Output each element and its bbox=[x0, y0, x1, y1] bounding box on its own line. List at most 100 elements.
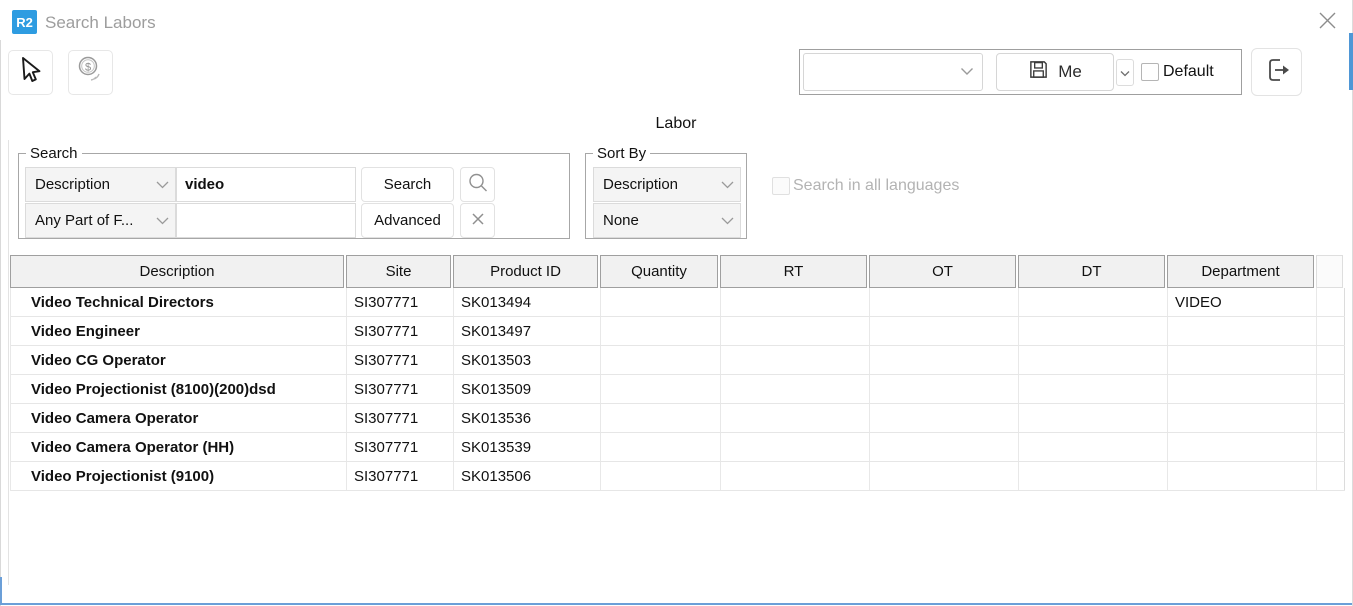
quick-search-button[interactable] bbox=[460, 167, 495, 202]
search-button[interactable]: Search bbox=[361, 167, 454, 202]
search-field-select[interactable]: Description bbox=[25, 167, 176, 202]
table-row[interactable]: Video CG Operator SI307771 SK013503 bbox=[11, 346, 1345, 375]
table-cell: SI307771 bbox=[347, 317, 454, 345]
table-cell bbox=[1019, 433, 1168, 461]
table-body: Video Technical Directors SI307771 SK01349… bbox=[10, 288, 1345, 491]
table-cell bbox=[870, 317, 1019, 345]
advanced-button[interactable]: Advanced bbox=[361, 203, 454, 238]
column-header-description[interactable]: Description bbox=[10, 255, 344, 288]
exit-button[interactable] bbox=[1251, 48, 1302, 96]
table-cell bbox=[721, 462, 870, 490]
default-label: Default bbox=[1163, 63, 1214, 80]
column-header-department[interactable]: Department bbox=[1167, 255, 1314, 288]
window-left-edge bbox=[0, 40, 1, 606]
svg-text:$: $ bbox=[84, 62, 90, 74]
table-cell-filler bbox=[1317, 375, 1345, 403]
table-cell bbox=[1168, 346, 1317, 374]
table-cell: SK013503 bbox=[454, 346, 601, 374]
table-row[interactable]: Video Projectionist (9100) SI307771 SK0135… bbox=[11, 462, 1345, 491]
table-cell bbox=[1168, 433, 1317, 461]
table-cell: SI307771 bbox=[347, 462, 454, 490]
table-cell: SI307771 bbox=[347, 288, 454, 316]
table-header-row: Description Site Product ID Quantity RT OT DT D… bbox=[10, 255, 1345, 288]
all-languages-wrap: Search in all languages bbox=[772, 177, 959, 195]
column-header-ot[interactable]: OT bbox=[869, 255, 1016, 288]
column-header-rt[interactable]: RT bbox=[720, 255, 867, 288]
all-languages-label: Search in all languages bbox=[793, 177, 960, 194]
sort-secondary-value: None bbox=[603, 212, 639, 229]
sort-secondary-select[interactable]: None bbox=[593, 203, 741, 238]
default-checkbox[interactable] bbox=[1141, 63, 1159, 81]
table-row[interactable]: Video Camera Operator SI307771 SK013536 bbox=[11, 404, 1345, 433]
select-mode-button[interactable] bbox=[8, 50, 53, 95]
chevron-down-icon bbox=[156, 176, 169, 193]
window-left-edge-accent bbox=[0, 577, 2, 604]
table-cell-filler bbox=[1317, 404, 1345, 432]
table-cell bbox=[870, 375, 1019, 403]
save-me-button[interactable]: Me bbox=[996, 53, 1114, 91]
column-header-product-id[interactable]: Product ID bbox=[453, 255, 598, 288]
close-icon bbox=[1317, 10, 1338, 36]
table-cell: SK013506 bbox=[454, 462, 601, 490]
table-cell bbox=[601, 375, 721, 403]
column-header-filler bbox=[1316, 255, 1343, 288]
magnifier-icon bbox=[467, 172, 489, 198]
column-header-site[interactable]: Site bbox=[346, 255, 451, 288]
table-cell bbox=[1019, 288, 1168, 316]
chevron-down-icon bbox=[721, 212, 734, 229]
search-field-value: Description bbox=[35, 176, 111, 193]
results-table: Description Site Product ID Quantity RT OT DT D… bbox=[10, 255, 1345, 491]
chevron-down-icon bbox=[1120, 64, 1130, 82]
save-options-dropdown[interactable] bbox=[1116, 59, 1134, 86]
scrollbar-thumb[interactable] bbox=[1349, 33, 1353, 90]
search-match-select[interactable]: Any Part of F... bbox=[25, 203, 176, 238]
table-cell bbox=[601, 346, 721, 374]
table-cell: VIDEO bbox=[1168, 288, 1317, 316]
table-cell: Video Camera Operator (HH) bbox=[11, 433, 347, 461]
table-cell: Video Camera Operator bbox=[11, 404, 347, 432]
table-cell: Video CG Operator bbox=[11, 346, 347, 374]
cursor-icon bbox=[16, 55, 46, 90]
table-cell bbox=[1019, 404, 1168, 432]
table-row[interactable]: Video Engineer SI307771 SK013497 bbox=[11, 317, 1345, 346]
pricing-button[interactable]: $ bbox=[68, 50, 113, 95]
table-cell bbox=[721, 433, 870, 461]
table-row[interactable]: Video Projectionist (8100)(200)dsd SI3077… bbox=[11, 375, 1345, 404]
table-cell bbox=[1019, 346, 1168, 374]
table-cell bbox=[721, 346, 870, 374]
clear-search-button[interactable] bbox=[460, 203, 495, 238]
table-cell: SK013509 bbox=[454, 375, 601, 403]
search-group: Search Description Search Any Part of F.… bbox=[18, 145, 570, 239]
saved-search-select[interactable] bbox=[803, 53, 983, 91]
save-me-label: Me bbox=[1058, 62, 1082, 81]
table-cell bbox=[601, 317, 721, 345]
table-cell: SI307771 bbox=[347, 346, 454, 374]
search-group-legend: Search bbox=[26, 145, 82, 162]
table-cell-filler bbox=[1317, 346, 1345, 374]
table-cell: SI307771 bbox=[347, 404, 454, 432]
window-title: Search Labors bbox=[45, 13, 156, 32]
column-header-quantity[interactable]: Quantity bbox=[600, 255, 718, 288]
column-header-dt[interactable]: DT bbox=[1018, 255, 1165, 288]
table-cell bbox=[721, 375, 870, 403]
table-row[interactable]: Video Technical Directors SI307771 SK01349… bbox=[11, 288, 1345, 317]
table-cell bbox=[870, 404, 1019, 432]
sort-primary-select[interactable]: Description bbox=[593, 167, 741, 202]
all-languages-checkbox[interactable] bbox=[772, 177, 790, 195]
table-cell bbox=[721, 288, 870, 316]
search-keyword-input[interactable] bbox=[176, 167, 356, 202]
sort-primary-value: Description bbox=[603, 176, 679, 193]
chevron-down-icon bbox=[960, 63, 974, 81]
table-cell-filler bbox=[1317, 433, 1345, 461]
window-bottom-edge-accent bbox=[0, 603, 1353, 605]
chevron-down-icon bbox=[156, 212, 169, 229]
table-cell bbox=[1168, 404, 1317, 432]
search-keyword2-input[interactable] bbox=[176, 203, 356, 238]
table-cell bbox=[1019, 462, 1168, 490]
close-button[interactable] bbox=[1314, 10, 1340, 36]
table-cell bbox=[1168, 375, 1317, 403]
table-cell bbox=[870, 433, 1019, 461]
table-row[interactable]: Video Camera Operator (HH) SI307771 SK0135… bbox=[11, 433, 1345, 462]
table-cell: SK013497 bbox=[454, 317, 601, 345]
